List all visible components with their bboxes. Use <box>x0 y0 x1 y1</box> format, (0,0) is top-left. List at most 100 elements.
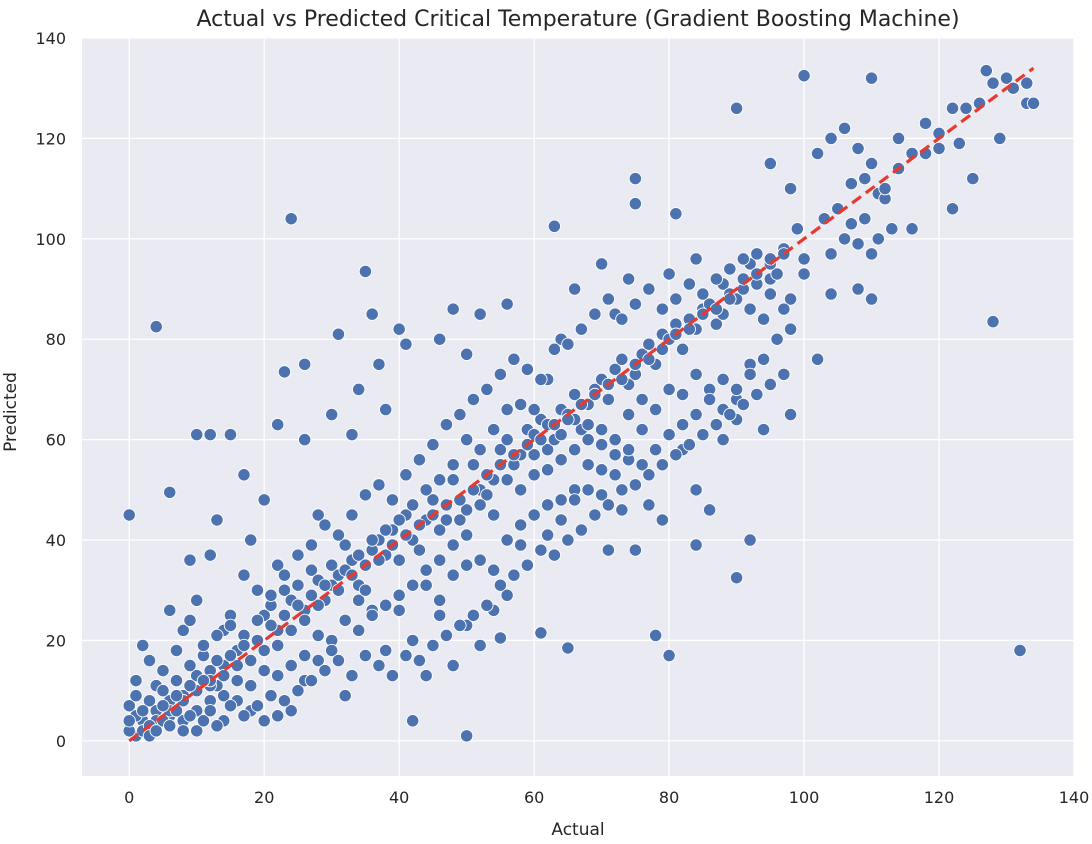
data-point <box>885 222 899 236</box>
data-point <box>567 493 582 507</box>
data-point <box>729 382 744 397</box>
data-point <box>466 392 481 407</box>
data-point <box>1013 643 1027 658</box>
data-point <box>433 608 447 622</box>
data-point <box>203 427 217 442</box>
data-point <box>318 663 332 678</box>
data-point <box>824 287 838 301</box>
data-point <box>500 402 514 417</box>
data-point <box>264 588 278 602</box>
data-point <box>399 468 413 482</box>
data-point <box>567 443 582 457</box>
data-point <box>257 714 271 728</box>
data-point <box>183 613 197 628</box>
data-point <box>325 558 339 572</box>
data-point <box>379 643 393 658</box>
data-point <box>810 352 825 366</box>
data-point <box>851 141 865 156</box>
data-point <box>588 508 602 522</box>
data-point <box>1026 96 1041 110</box>
data-point <box>284 623 298 638</box>
data-point <box>379 598 393 612</box>
data-point <box>689 538 703 552</box>
data-point <box>433 593 447 607</box>
data-point <box>669 207 683 221</box>
data-point <box>392 513 406 527</box>
data-point <box>736 252 750 266</box>
data-point <box>844 176 858 191</box>
data-point <box>163 485 177 499</box>
data-point <box>433 332 447 346</box>
data-point <box>250 699 265 713</box>
data-point <box>581 417 595 432</box>
data-point <box>642 282 656 296</box>
data-point <box>743 367 757 382</box>
data-point <box>183 678 197 693</box>
data-point <box>554 427 568 442</box>
data-point <box>156 684 170 698</box>
data-point <box>325 643 339 658</box>
data-point <box>446 302 460 316</box>
data-point <box>574 523 589 537</box>
data-point <box>513 397 528 412</box>
data-point <box>129 673 143 688</box>
data-point <box>790 222 804 236</box>
data-points <box>122 63 1041 743</box>
data-point <box>412 653 427 668</box>
data-point <box>797 267 811 281</box>
data-point <box>439 628 454 643</box>
data-point <box>460 558 474 572</box>
data-point <box>264 689 278 703</box>
data-point <box>311 628 325 643</box>
data-point <box>547 219 562 233</box>
data-point <box>392 322 406 336</box>
data-point <box>473 553 487 567</box>
data-point <box>540 443 555 457</box>
data-point <box>486 422 501 437</box>
data-point <box>453 407 467 422</box>
data-point <box>621 272 636 286</box>
data-point <box>696 427 710 442</box>
data-point <box>621 407 636 422</box>
data-point <box>986 76 1000 90</box>
data-point <box>979 63 993 78</box>
data-point <box>419 578 433 592</box>
data-point <box>237 568 251 582</box>
data-point <box>210 513 224 527</box>
y-tick-label: 120 <box>35 129 66 148</box>
data-point <box>601 543 616 557</box>
data-point <box>628 197 643 211</box>
data-point <box>716 432 730 447</box>
data-point <box>662 648 676 663</box>
data-point <box>561 337 575 351</box>
data-point <box>291 684 305 698</box>
data-point <box>608 432 622 447</box>
data-point <box>466 608 481 622</box>
data-point <box>433 473 447 487</box>
data-point <box>291 578 305 592</box>
data-point <box>338 689 352 703</box>
data-point <box>311 653 325 668</box>
data-point <box>783 407 798 422</box>
data-point <box>594 488 609 502</box>
data-point <box>439 417 454 432</box>
data-point <box>446 538 460 552</box>
data-point <box>534 372 548 387</box>
data-point <box>257 493 271 507</box>
data-point <box>635 458 649 472</box>
data-point <box>648 443 663 457</box>
data-point <box>473 638 487 653</box>
data-point <box>358 583 373 597</box>
data-point <box>257 643 271 658</box>
data-point <box>365 533 379 547</box>
data-point <box>655 513 670 527</box>
data-point <box>169 689 184 703</box>
data-point <box>662 427 676 442</box>
data-point <box>460 503 474 517</box>
data-point <box>439 513 454 527</box>
data-point <box>406 633 420 648</box>
data-point <box>736 397 750 412</box>
data-point <box>858 171 872 186</box>
data-point <box>460 432 474 447</box>
